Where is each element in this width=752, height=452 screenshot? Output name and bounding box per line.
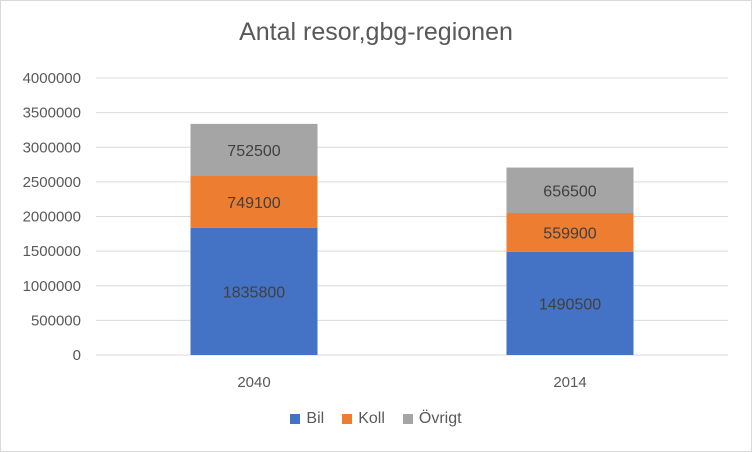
y-tick-label: 4000000 bbox=[23, 70, 81, 87]
legend-label: Övrigt bbox=[418, 410, 462, 427]
y-tick-label: 2500000 bbox=[23, 174, 81, 191]
chart-legend: Bil Koll Övrigt bbox=[0, 410, 752, 428]
bar-segment bbox=[190, 227, 318, 355]
legend-label: Koll bbox=[358, 410, 385, 427]
legend-item: Koll bbox=[342, 410, 385, 428]
data-label: 749100 bbox=[227, 195, 280, 212]
data-label: 656500 bbox=[543, 183, 596, 200]
x-tick-label: 2040 bbox=[237, 374, 270, 391]
y-tick-label: 1500000 bbox=[23, 243, 81, 260]
y-tick-label: 1000000 bbox=[23, 278, 81, 295]
y-tick-label: 2000000 bbox=[23, 209, 81, 226]
x-tick-label: 2014 bbox=[553, 374, 586, 391]
bar-segment bbox=[190, 175, 318, 228]
y-tick-label: 3500000 bbox=[23, 105, 81, 122]
legend-item: Övrigt bbox=[402, 410, 462, 428]
y-tick-label: 3000000 bbox=[23, 139, 81, 156]
data-label: 1835800 bbox=[223, 284, 285, 301]
data-label: 752500 bbox=[227, 143, 280, 160]
bar-segment bbox=[506, 251, 634, 355]
data-label: 559900 bbox=[543, 225, 596, 242]
bar-segment bbox=[190, 123, 318, 176]
legend-swatch bbox=[402, 414, 413, 424]
legend-swatch bbox=[342, 414, 353, 424]
legend-item: Bil bbox=[290, 410, 324, 428]
bar-segment bbox=[506, 167, 634, 214]
y-tick-label: 0 bbox=[73, 347, 81, 364]
bar-segment bbox=[506, 213, 634, 252]
data-label: 1490500 bbox=[539, 296, 601, 313]
y-tick-label: 500000 bbox=[31, 312, 81, 329]
legend-swatch bbox=[290, 414, 301, 424]
chart-title: Antal resor,gbg-regionen bbox=[239, 18, 513, 46]
legend-label: Bil bbox=[306, 410, 325, 427]
